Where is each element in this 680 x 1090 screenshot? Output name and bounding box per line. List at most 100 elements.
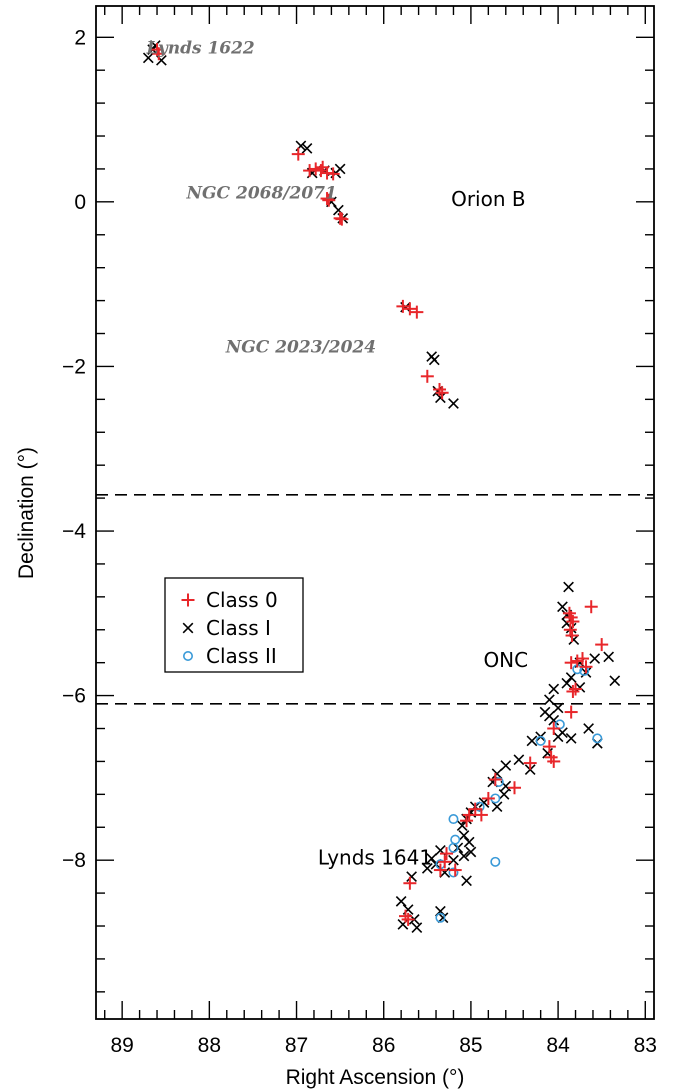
point-class-0 — [448, 863, 462, 877]
y-axis-label: Declination (°) — [15, 447, 38, 579]
point-class-i — [334, 163, 346, 175]
point-class-i — [491, 801, 503, 813]
point-class-i — [463, 836, 475, 848]
point-class-0 — [320, 192, 334, 206]
x-tick-label: 83 — [634, 1034, 657, 1057]
data-points — [142, 40, 621, 934]
point-class-ii — [448, 842, 459, 853]
x-axis-label: Right Ascension (°) — [286, 1066, 465, 1089]
y-tick-label: −6 — [62, 685, 86, 708]
legend-marker — [181, 593, 195, 607]
point-class-0 — [460, 814, 474, 828]
point-class-ii — [435, 912, 446, 923]
point-class-i — [565, 672, 577, 683]
y-tick-label: −4 — [62, 520, 86, 543]
y-tick-label: −2 — [62, 355, 86, 378]
point-class-i — [428, 354, 440, 366]
point-class-i — [411, 922, 423, 934]
point-class-0 — [291, 147, 305, 161]
point-class-i — [513, 754, 525, 766]
point-class-0 — [439, 847, 453, 861]
x-tick-label: 86 — [372, 1034, 395, 1057]
point-class-ii — [450, 834, 461, 845]
point-class-0 — [401, 912, 415, 926]
region-label: Lynds 1641 — [318, 845, 432, 869]
point-class-i — [448, 854, 459, 866]
point-class-i — [461, 875, 472, 887]
point-class-0 — [566, 615, 580, 629]
point-class-0 — [403, 302, 417, 316]
point-class-i — [603, 651, 615, 663]
x-tick-label: 85 — [459, 1034, 482, 1057]
point-class-0 — [576, 652, 590, 666]
plot-frame — [95, 5, 655, 1020]
cluster-label: Lynds 1622 — [145, 39, 254, 59]
point-class-i — [437, 912, 449, 924]
y-tick-label: −8 — [62, 849, 86, 872]
x-tick-label: 84 — [546, 1034, 570, 1057]
point-class-0 — [563, 623, 577, 637]
point-class-0 — [566, 684, 580, 698]
point-class-i — [458, 850, 470, 862]
x-tick-label: 88 — [198, 1034, 221, 1057]
point-class-0 — [433, 382, 447, 396]
point-class-0 — [335, 212, 349, 226]
point-class-0 — [547, 754, 561, 768]
point-class-0 — [508, 781, 521, 795]
point-class-0 — [481, 791, 495, 805]
point-class-i — [548, 683, 560, 695]
point-class-0 — [523, 756, 537, 770]
point-class-0 — [403, 876, 417, 890]
point-class-i — [565, 733, 577, 744]
point-class-i — [524, 764, 536, 776]
x-tick-label: 87 — [285, 1034, 308, 1057]
cluster-label: NGC 2023/2024 — [225, 337, 376, 357]
point-class-i — [561, 677, 573, 689]
region-label: ONC — [483, 648, 528, 672]
point-class-0 — [314, 164, 328, 178]
point-class-ii — [490, 856, 501, 867]
legend-marker — [183, 650, 194, 661]
point-class-i — [448, 398, 459, 409]
point-class-0 — [410, 305, 424, 319]
point-class-0 — [488, 773, 502, 787]
point-class-i — [526, 735, 538, 747]
point-class-0 — [564, 705, 578, 719]
point-class-i — [557, 601, 568, 613]
point-class-0 — [474, 808, 488, 822]
point-class-0 — [322, 193, 336, 207]
point-class-0 — [595, 638, 609, 652]
point-class-i — [583, 723, 594, 734]
point-class-i — [609, 675, 621, 687]
point-class-ii — [592, 733, 603, 744]
point-class-ii — [535, 735, 546, 746]
x-tick-label: 89 — [110, 1034, 133, 1057]
point-class-i — [458, 830, 470, 841]
point-class-i — [589, 653, 601, 664]
point-class-i — [500, 760, 512, 771]
legend-label: Class II — [206, 644, 277, 668]
region-labels: Orion B ONC Lynds 1641 — [318, 187, 528, 869]
point-class-0 — [152, 47, 166, 61]
point-class-i — [456, 820, 468, 831]
point-class-0 — [303, 164, 317, 178]
point-class-i — [563, 581, 574, 593]
point-class-0 — [569, 682, 583, 696]
legend-label: Class 0 — [206, 588, 278, 612]
point-class-0 — [326, 167, 340, 181]
y-tick-labels: 2 0 −2 −4 −6 −8 — [62, 26, 86, 872]
point-class-0 — [435, 386, 449, 400]
cluster-label: NGC 2068/2071 — [185, 184, 336, 204]
point-class-i — [301, 142, 313, 154]
point-class-0 — [565, 629, 579, 643]
y-tick-label: 2 — [74, 26, 86, 49]
point-class-i — [406, 871, 417, 883]
point-class-0 — [542, 740, 556, 754]
point-class-0 — [420, 369, 434, 383]
legend-marker — [182, 622, 194, 634]
point-class-0 — [433, 863, 447, 877]
point-class-i — [552, 702, 564, 714]
point-class-i — [421, 863, 433, 874]
point-class-0 — [399, 909, 413, 923]
